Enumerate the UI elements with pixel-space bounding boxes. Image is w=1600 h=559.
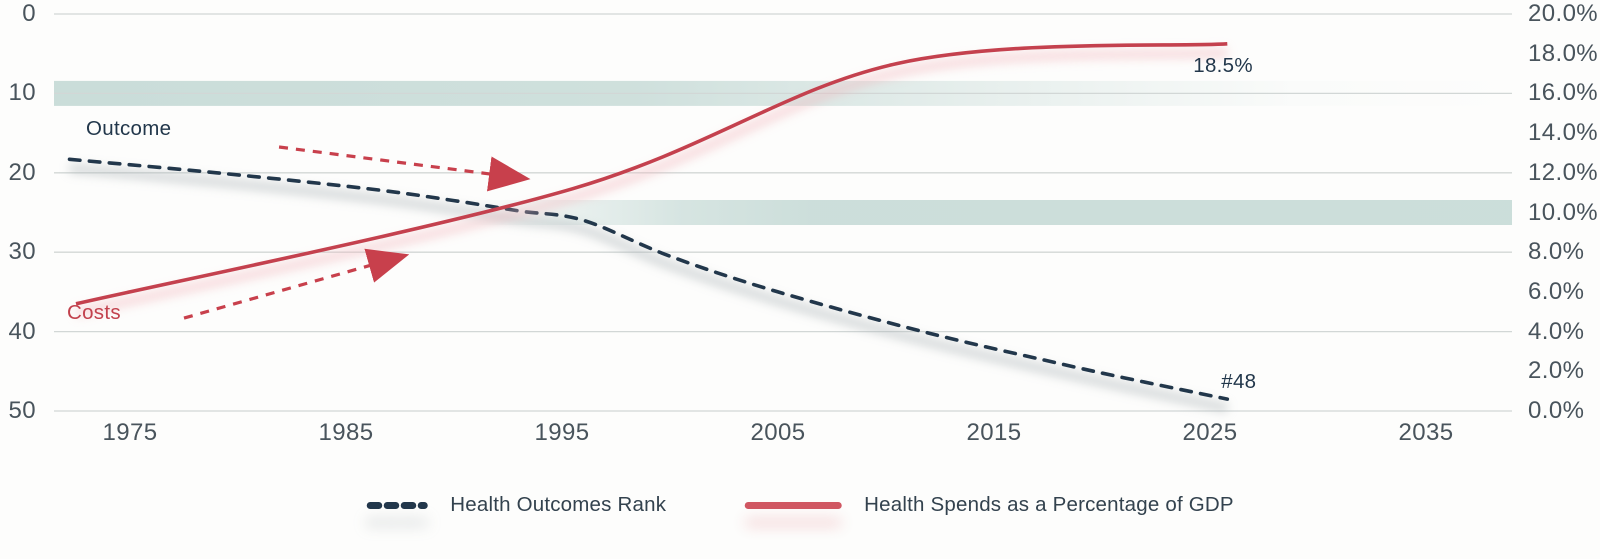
- dashed-line-swatch-icon: [366, 501, 428, 509]
- y-axis-left-tick-20: 20: [8, 158, 36, 186]
- y-axis-left-tick-30: 30: [8, 238, 36, 266]
- y-axis-right-tick-10: 10.0%: [1528, 198, 1599, 226]
- outcomes-line-glow: [69, 163, 1229, 413]
- spend-line-glow: [74, 48, 1228, 318]
- health-spend-line: [75, 42, 1228, 306]
- trend-arrow-1: [183, 248, 410, 320]
- y-axis-right-tick-4: 4.0%: [1528, 317, 1585, 345]
- y-axis-left-tick-10: 10: [8, 79, 36, 107]
- solid-line-swatch-icon: [744, 501, 842, 509]
- y-axis-right-tick-2: 2.0%: [1528, 357, 1585, 385]
- rank-end-value-annotation: #48: [1221, 370, 1257, 394]
- x-axis-tick-2005: 2005: [750, 419, 806, 446]
- x-axis-tick-2015: 2015: [966, 419, 1022, 446]
- outcome-annotation: Outcome: [86, 117, 172, 140]
- x-axis-tick-2025: 2025: [1182, 419, 1238, 446]
- y-axis-left-tick-40: 40: [8, 317, 36, 345]
- health-outcomes-line: [67, 157, 1230, 401]
- y-axis-right-tick-14: 14.0%: [1528, 119, 1599, 147]
- spend-end-value-annotation: 18.5%: [1193, 53, 1253, 77]
- y-axis-right-tick-0: 0.0%: [1528, 397, 1585, 424]
- y-axis-right-tick-8: 8.0%: [1528, 238, 1585, 266]
- y-axis-left-tick-50: 50: [8, 397, 36, 424]
- x-axis-tick-2035: 2035: [1398, 419, 1454, 446]
- x-axis-tick-1975: 1975: [102, 419, 158, 446]
- legend: Health Outcomes Rank Health Spends as a …: [366, 493, 1234, 517]
- legend-item-spend: Health Spends as a Percentage of GDP: [744, 493, 1234, 517]
- trend-arrow-2: [278, 145, 531, 192]
- x-axis-tick-1995: 1995: [534, 419, 590, 446]
- y-axis-right-tick-16: 16.0%: [1528, 79, 1599, 107]
- legend-item-outcomes: Health Outcomes Rank: [366, 493, 666, 517]
- legend-label-outcomes: Health Outcomes Rank: [450, 493, 667, 516]
- highlight-band-right: [54, 200, 1512, 225]
- y-axis-right-tick-18: 18.0%: [1528, 39, 1599, 67]
- y-axis-right-tick-6: 6.0%: [1528, 277, 1585, 305]
- legend-label-spend: Health Spends as a Percentage of GDP: [864, 493, 1234, 516]
- y-axis-right-tick-12: 12.0%: [1528, 158, 1599, 186]
- y-axis-right-tick-20: 20.0%: [1528, 0, 1599, 27]
- y-axis-left-tick-0: 0: [22, 0, 36, 27]
- x-axis-tick-1985: 1985: [318, 419, 374, 446]
- costs-annotation: Costs: [67, 301, 121, 324]
